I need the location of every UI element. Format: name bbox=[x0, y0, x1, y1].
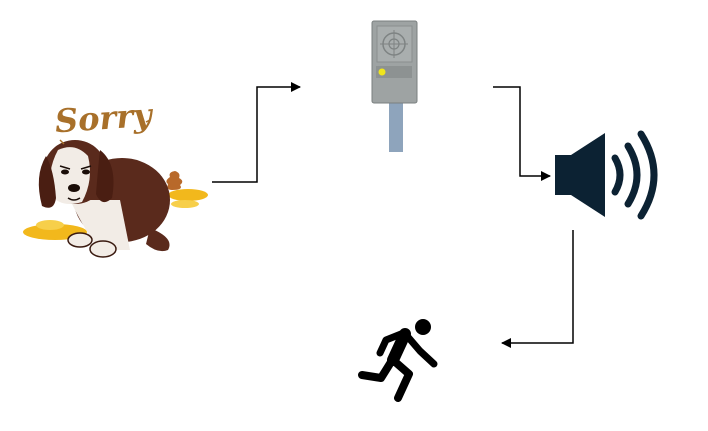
proximity-sensor-icon bbox=[371, 20, 418, 152]
running-person-icon bbox=[358, 319, 438, 402]
speaker-sound-icon bbox=[555, 130, 658, 220]
arrow-speaker-to-runner bbox=[501, 230, 574, 348]
sad-dog-icon bbox=[23, 140, 208, 258]
arrow-sensor-to-speaker bbox=[493, 86, 551, 181]
sparkle-icon bbox=[59, 117, 151, 145]
sorry-caption: Sorry bbox=[54, 96, 156, 141]
arrow-dog-to-sensor bbox=[212, 82, 301, 183]
